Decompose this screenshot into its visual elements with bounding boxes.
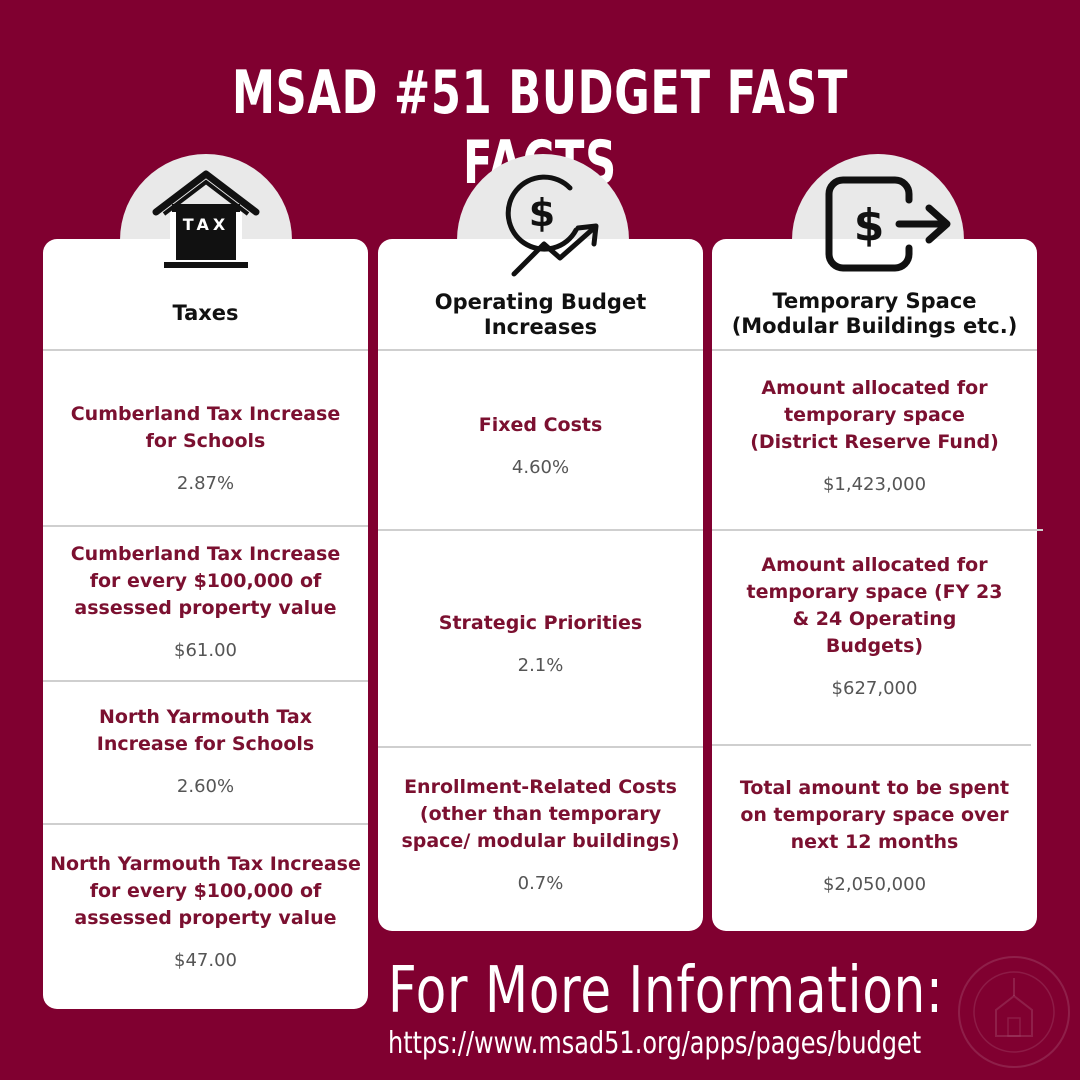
budget-item-label: Fixed Costs <box>478 414 603 436</box>
district-seal-icon <box>958 956 1070 1068</box>
taxes-heading: Taxes <box>172 301 239 325</box>
operating-budget-card: Operating Budget Increases Fixed Costs 4… <box>378 239 703 931</box>
temporary-item-value: $2,050,000 <box>822 874 927 895</box>
budget-url-link[interactable]: https://www.msad51.org/apps/pages/budget <box>388 1026 922 1061</box>
divider <box>43 525 368 527</box>
budget-item: Enrollment-Related Costs (other than tem… <box>378 774 703 894</box>
tax-item-value: 2.60% <box>176 776 235 797</box>
tax-item-value: $47.00 <box>174 950 237 971</box>
tax-item-value: $61.00 <box>174 640 237 661</box>
temporary-item-label: Total amount to be spent on temporary sp… <box>739 777 1010 853</box>
tax-item-label: North Yarmouth Tax Increase for Schools <box>96 706 315 755</box>
budget-item-label: Enrollment-Related Costs (other than tem… <box>401 776 680 852</box>
temporary-space-card: Temporary Space (Modular Buildings etc.)… <box>712 239 1043 931</box>
tax-item: North Yarmouth Tax Increase for every $1… <box>43 851 368 971</box>
temporary-item: Amount allocated for temporary space (FY… <box>712 552 1037 699</box>
divider <box>712 744 1031 746</box>
svg-text:$: $ <box>529 191 555 235</box>
taxes-card: Taxes Cumberland Tax Increase for School… <box>43 239 368 1009</box>
tax-item-label: Cumberland Tax Increase for Schools <box>70 403 341 452</box>
budget-item-value: 0.7% <box>517 873 564 894</box>
tax-item-value: 2.87% <box>176 473 235 494</box>
budget-item: Strategic Priorities 2.1% <box>378 610 703 676</box>
divider <box>378 529 703 531</box>
tax-house-icon: TAX <box>152 170 260 268</box>
temporary-item: Amount allocated for temporary space (Di… <box>712 375 1037 495</box>
tax-item-label: Cumberland Tax Increase for every $100,0… <box>70 543 341 619</box>
temporary-item: Total amount to be spent on temporary sp… <box>712 775 1037 895</box>
divider <box>378 746 703 748</box>
divider <box>712 349 1037 351</box>
temporary-item-value: $1,423,000 <box>822 474 927 495</box>
more-info-heading: For More Information: <box>388 954 944 1028</box>
tax-item: North Yarmouth Tax Increase for Schools … <box>43 704 368 797</box>
divider <box>378 349 703 351</box>
tax-item: Cumberland Tax Increase for every $100,0… <box>43 541 368 661</box>
divider <box>712 529 1043 531</box>
temporary-item-value: $627,000 <box>831 678 918 699</box>
operating-budget-heading: Operating Budget Increases <box>434 290 647 339</box>
dollar-transfer-icon: $ <box>825 176 951 272</box>
budget-item: Fixed Costs 4.60% <box>378 412 703 478</box>
budget-item-value: 2.1% <box>517 655 564 676</box>
dollar-growth-icon: $ <box>505 174 599 277</box>
tax-item-label: North Yarmouth Tax Increase for every $1… <box>50 853 361 929</box>
divider <box>43 680 368 682</box>
budget-item-label: Strategic Priorities <box>438 612 643 634</box>
svg-text:$: $ <box>854 200 885 251</box>
divider <box>43 823 368 825</box>
temporary-space-heading: Temporary Space (Modular Buildings etc.) <box>731 289 1018 338</box>
temporary-item-label: Amount allocated for temporary space (Di… <box>750 377 999 453</box>
tax-icon-text: TAX <box>183 215 229 234</box>
budget-item-value: 4.60% <box>511 457 570 478</box>
temporary-item-label: Amount allocated for temporary space (FY… <box>746 554 1003 657</box>
divider <box>43 349 368 351</box>
tax-item: Cumberland Tax Increase for Schools 2.87… <box>43 401 368 494</box>
